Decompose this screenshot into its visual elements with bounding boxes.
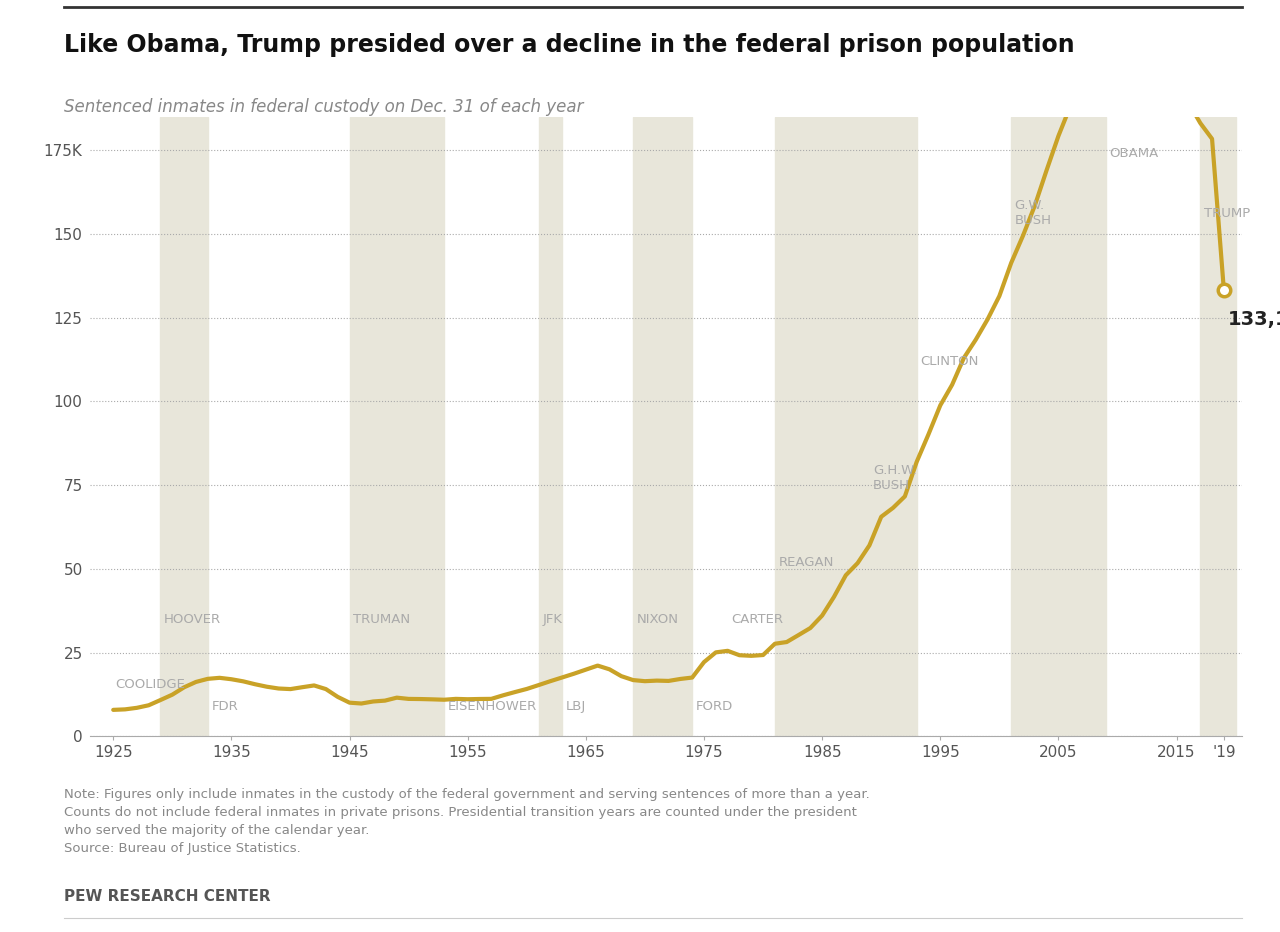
Text: JFK: JFK bbox=[543, 612, 562, 625]
Bar bbox=[1011, 116, 1106, 736]
Text: OBAMA: OBAMA bbox=[1110, 147, 1158, 160]
Text: Like Obama, Trump presided over a decline in the federal prison population: Like Obama, Trump presided over a declin… bbox=[64, 33, 1075, 57]
Text: EISENHOWER: EISENHOWER bbox=[448, 700, 536, 713]
Text: 133,181: 133,181 bbox=[1228, 310, 1280, 329]
Text: LBJ: LBJ bbox=[566, 700, 586, 713]
Text: FORD: FORD bbox=[696, 700, 733, 713]
Bar bbox=[349, 116, 444, 736]
Text: FDR: FDR bbox=[211, 700, 238, 713]
Text: TRUMAN: TRUMAN bbox=[353, 612, 410, 625]
Bar bbox=[869, 116, 916, 736]
Text: CLINTON: CLINTON bbox=[920, 355, 979, 368]
Text: HOOVER: HOOVER bbox=[164, 612, 221, 625]
Bar bbox=[160, 116, 207, 736]
Bar bbox=[1201, 116, 1235, 736]
Text: G.H.W.
BUSH: G.H.W. BUSH bbox=[873, 464, 916, 492]
Bar bbox=[774, 116, 869, 736]
Bar bbox=[634, 116, 692, 736]
Text: REAGAN: REAGAN bbox=[778, 555, 833, 569]
Text: Sentenced inmates in federal custody on Dec. 31 of each year: Sentenced inmates in federal custody on … bbox=[64, 98, 584, 116]
Text: TRUMP: TRUMP bbox=[1203, 207, 1251, 220]
Text: CARTER: CARTER bbox=[731, 612, 783, 625]
Text: COOLIDGE: COOLIDGE bbox=[115, 678, 186, 691]
Bar bbox=[539, 116, 562, 736]
Text: Note: Figures only include inmates in the custody of the federal government and : Note: Figures only include inmates in th… bbox=[64, 788, 869, 855]
Text: PEW RESEARCH CENTER: PEW RESEARCH CENTER bbox=[64, 889, 270, 904]
Text: G.W.
BUSH: G.W. BUSH bbox=[1015, 199, 1052, 227]
Text: NIXON: NIXON bbox=[636, 612, 678, 625]
